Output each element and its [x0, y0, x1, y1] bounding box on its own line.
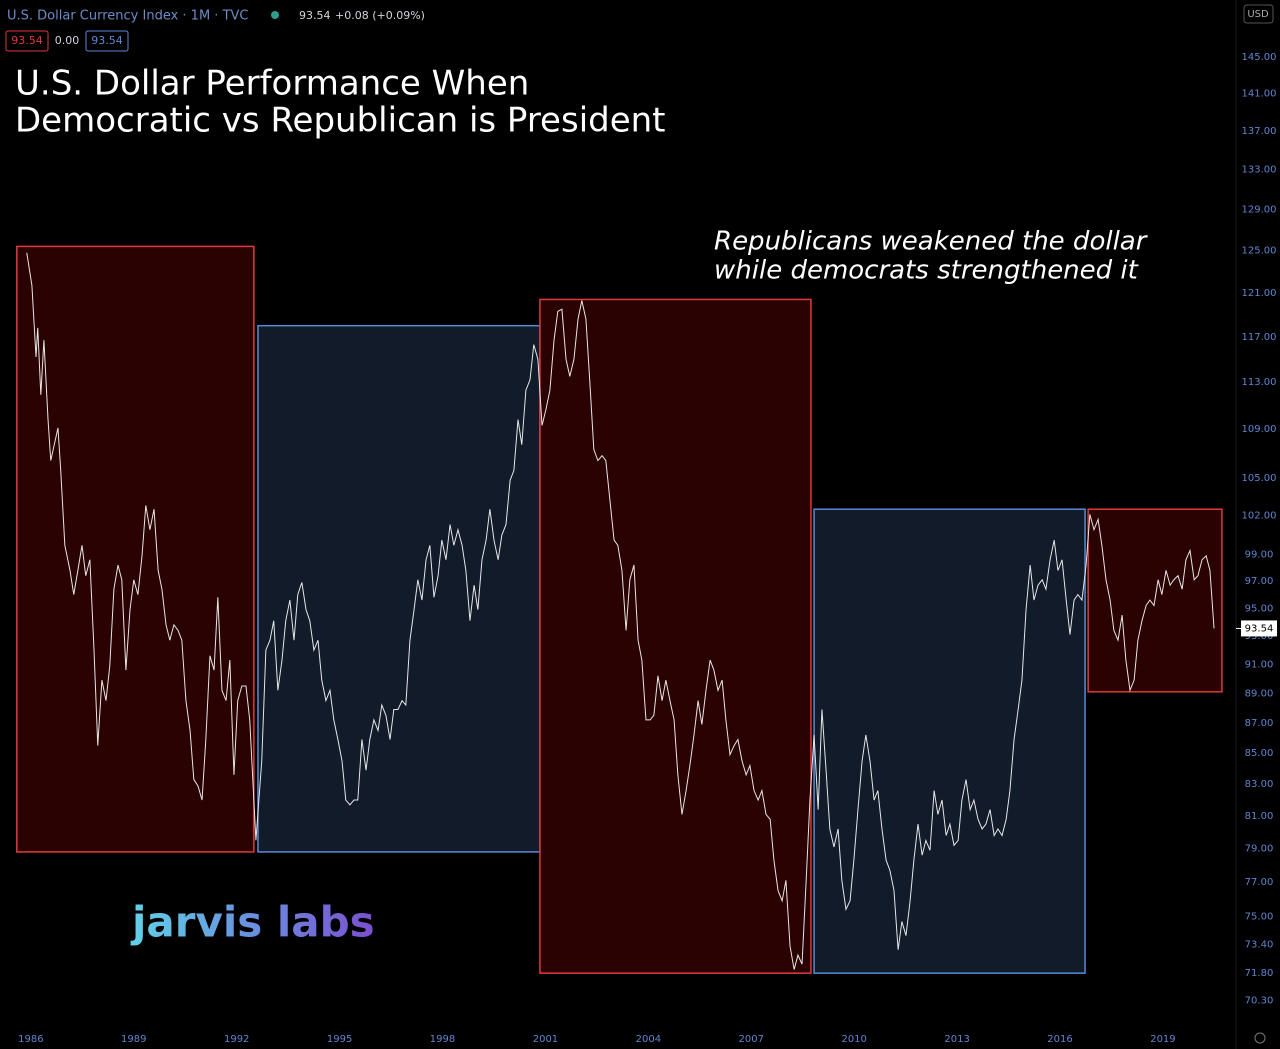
chip-text: 0.00	[55, 34, 80, 47]
y-tick-label: 89.00	[1245, 688, 1274, 699]
x-tick-label: 1995	[327, 1034, 352, 1045]
y-tick-label: 75.00	[1245, 911, 1274, 922]
x-tick-label: 1986	[18, 1034, 43, 1045]
y-tick-label: 133.00	[1242, 165, 1277, 176]
last-value-box	[1241, 620, 1277, 637]
logo: jarvis labs	[130, 898, 375, 947]
settings-icon[interactable]	[1254, 1032, 1266, 1044]
change: +0.08 (+0.09%)	[335, 9, 425, 22]
term-region	[16, 245, 255, 853]
y-tick-label: 141.00	[1242, 89, 1277, 100]
currency[interactable]: USD	[1247, 9, 1269, 20]
term-region	[813, 508, 1086, 974]
y-tick-label: 117.00	[1242, 332, 1277, 343]
last-value-label: 93.54	[1245, 623, 1274, 634]
x-tick-label: 1998	[430, 1034, 455, 1045]
x-tick-label: 2001	[533, 1034, 558, 1045]
y-tick-label: 77.00	[1245, 877, 1274, 888]
x-tick-label: 2019	[1150, 1034, 1175, 1045]
y-tick-label: 87.00	[1245, 718, 1274, 729]
y-tick-label: 125.00	[1242, 246, 1277, 257]
price: 93.54	[299, 9, 331, 22]
y-tick-label: 113.00	[1242, 377, 1277, 388]
chip-text: 93.54	[91, 34, 123, 47]
y-tick-label: 73.40	[1245, 939, 1274, 950]
x-tick-label: 1989	[121, 1034, 146, 1045]
y-tick-label: 137.00	[1242, 126, 1277, 137]
y-tick-label: 83.00	[1245, 779, 1274, 790]
y-tick-label: 95.00	[1245, 603, 1274, 614]
y-tick-label: 102.00	[1242, 511, 1277, 522]
y-tick-label: 121.00	[1242, 288, 1277, 299]
price-line	[26, 252, 1215, 970]
x-tick-label: 2010	[841, 1034, 866, 1045]
y-tick-label: 91.00	[1245, 659, 1274, 670]
symbol: U.S. Dollar Currency Index · 1M · TVC	[7, 9, 248, 24]
y-tick-label: 145.00	[1242, 52, 1277, 63]
annotation: Republicans weakened the dollar	[714, 227, 1149, 257]
x-tick-label: 2016	[1047, 1034, 1072, 1045]
term-region	[539, 298, 812, 974]
x-tick-label: 1992	[224, 1034, 249, 1045]
chip-text: 93.54	[11, 34, 43, 47]
y-tick-label: 71.80	[1245, 968, 1274, 979]
title: Democratic vs Republican is President	[15, 101, 666, 141]
annotation: while democrats strengthened it	[714, 256, 1139, 286]
chip	[85, 30, 129, 52]
y-tick-label: 105.00	[1242, 473, 1277, 484]
y-tick-label: 129.00	[1242, 205, 1277, 216]
x-tick-label: 2007	[739, 1034, 764, 1045]
y-tick-label: 81.00	[1245, 811, 1274, 822]
y-tick-label: 85.00	[1245, 748, 1274, 759]
y-tick-label: 70.30	[1245, 996, 1274, 1007]
y-tick-label: 97.00	[1245, 576, 1274, 587]
term-region	[257, 324, 541, 853]
y-tick-label: 93.00	[1245, 631, 1274, 642]
x-tick-label: 2013	[944, 1034, 969, 1045]
status-dot	[271, 11, 279, 19]
y-tick-label: 79.00	[1245, 844, 1274, 855]
currency-box[interactable]	[1243, 4, 1274, 24]
chip	[5, 30, 49, 52]
x-tick-label: 2004	[636, 1034, 661, 1045]
y-tick-label: 109.00	[1242, 424, 1277, 435]
y-tick-label: 99.00	[1245, 549, 1274, 560]
series	[26, 252, 1215, 970]
title: U.S. Dollar Performance When	[15, 64, 529, 104]
